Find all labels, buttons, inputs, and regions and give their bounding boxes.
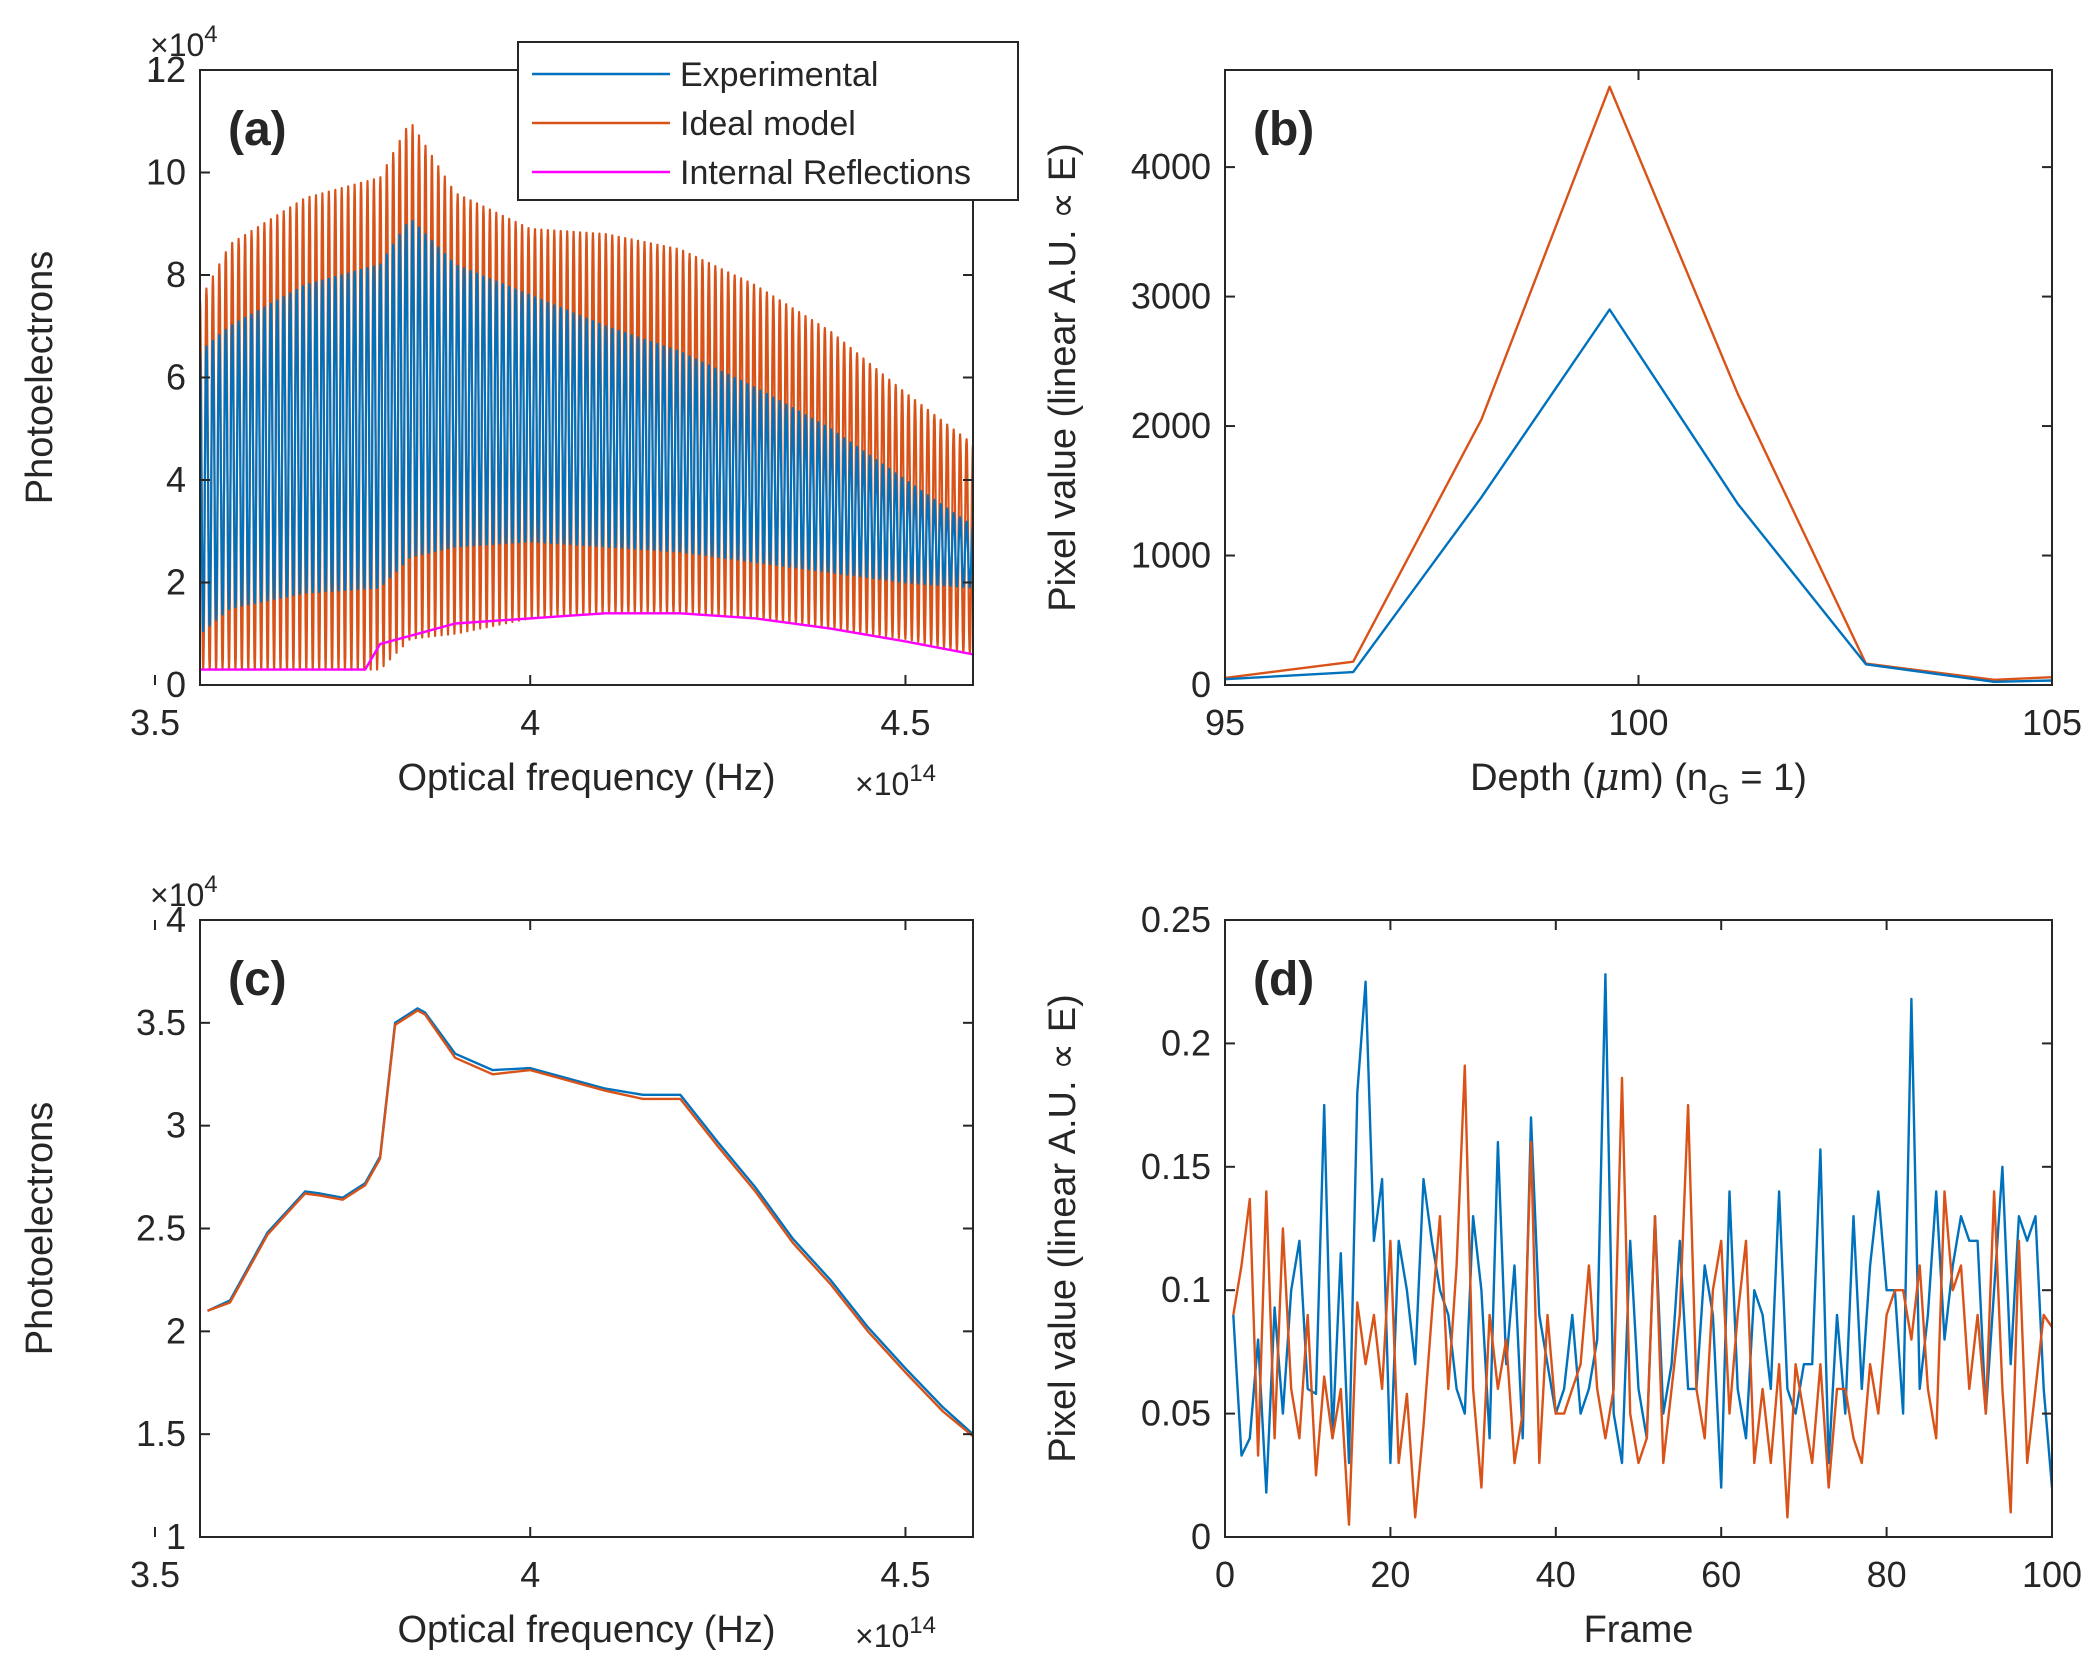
x-tick-label-a: 3.5	[130, 702, 180, 743]
panel-d: 0 20 40 60 80 100 0 0.05 0.1 0.15 0.2 0.25 Frame Pixe…	[1042, 899, 2082, 1651]
y-tick-label-a: 6	[166, 357, 186, 398]
y-tick-label-a: 0	[166, 664, 186, 705]
y-tick-label-a: 8	[166, 254, 186, 295]
y-tick-label-d: 0.25	[1141, 899, 1211, 940]
y-tick-label-c: 4	[166, 899, 186, 940]
y-axis-label-d: Pixel value (linear A.U. ∝ E)	[1042, 994, 1084, 1463]
y-tick-label-b: 1000	[1131, 535, 1211, 576]
series-a-experimental	[200, 220, 973, 633]
y-exponent-base: ×10	[150, 877, 204, 913]
x-tick-label-d: 60	[1701, 1554, 1741, 1595]
legend-a: Experimental Ideal model Internal Reflecti…	[517, 41, 1019, 201]
series-d-ideal-model	[1232, 1064, 2052, 1526]
y-tick-label-b: 4000	[1131, 146, 1211, 187]
y-axis-label-a: Photoelectrons	[19, 251, 61, 505]
x-exponent-c: ×1014	[855, 1612, 936, 1654]
y-tick-label-a: 4	[166, 459, 186, 500]
x-axis-label-b: Depth (μm) (nG = 1)	[1470, 755, 1807, 810]
y-tick-label-c: 3	[166, 1105, 186, 1146]
y-tick-label-c: 1	[166, 1516, 186, 1557]
series-b-experimental	[1225, 308, 2052, 683]
x-exponent-a: ×1014	[855, 760, 936, 802]
x-tick-label-d: 40	[1536, 1554, 1576, 1595]
y-tick-label-c: 3.5	[136, 1002, 186, 1043]
x-tick-label-a: 4	[520, 702, 540, 743]
x-tick-label-c: 4.5	[880, 1554, 930, 1595]
y-tick-label-a: 10	[146, 152, 186, 193]
x-exponent-power: 14	[909, 1612, 936, 1639]
legend-entry: Ideal model	[680, 105, 856, 143]
x-tick-label-d: 0	[1215, 1554, 1235, 1595]
y-tick-label-d: 0.05	[1141, 1393, 1211, 1434]
legend-entry: Experimental	[680, 56, 878, 94]
x-exponent-base: ×10	[855, 766, 909, 802]
x-tick-label-b: 105	[2022, 702, 2082, 743]
y-tick-label-c: 2.5	[136, 1208, 186, 1249]
y-exponent-power: 4	[204, 21, 217, 48]
legend-entry: Internal Reflections	[680, 154, 971, 192]
x-tick-label-c: 4	[520, 1554, 540, 1595]
x-label-part: m) (n	[1619, 757, 1708, 799]
y-tick-label-b: 0	[1191, 664, 1211, 705]
plot-area-a	[200, 123, 973, 671]
x-axis-label-d: Frame	[1584, 1609, 1694, 1651]
series-c-experimental	[207, 1007, 973, 1436]
series-a-internal-reflections	[200, 612, 973, 671]
panel-label-c: (c)	[228, 953, 287, 1006]
panel-label-d: (d)	[1253, 953, 1314, 1006]
y-tick-label-b: 3000	[1131, 276, 1211, 317]
x-tick-label-c: 3.5	[130, 1554, 180, 1595]
y-tick-label-d: 0.15	[1141, 1146, 1211, 1187]
x-tick-label-d: 100	[2022, 1554, 2082, 1595]
plot-area-c	[207, 1007, 973, 1438]
y-axis-label-c: Photoelectrons	[19, 1102, 61, 1356]
x-tick-label-b: 100	[1608, 702, 1668, 743]
y-axis-label-b: Pixel value (linear A.U. ∝ E)	[1042, 143, 1084, 612]
x-tick-label-b: 95	[1205, 702, 1245, 743]
x-label-part: Depth (	[1470, 757, 1595, 799]
y-tick-label-d: 0.2	[1161, 1022, 1211, 1063]
series-d-experimental	[1232, 973, 2052, 1494]
x-label-part: = 1)	[1730, 757, 1807, 799]
x-tick-label-a: 4.5	[880, 702, 930, 743]
x-axis-label-c: Optical frequency (Hz)	[397, 1609, 775, 1651]
panel-label-b: (b)	[1253, 103, 1314, 156]
axes-box-d	[1224, 919, 2053, 1538]
axes-box-c	[199, 919, 974, 1538]
x-label-part: μ	[1595, 755, 1620, 799]
axes-box-b	[1224, 69, 2053, 686]
y-tick-label-a: 12	[146, 49, 186, 90]
x-exponent-power: 14	[909, 760, 936, 787]
y-exponent-a: ×104	[150, 21, 218, 63]
plot-area-b	[1225, 85, 2052, 683]
y-exponent-c: ×104	[150, 871, 218, 913]
series-a-ideal-model	[200, 123, 973, 671]
x-label-part: G	[1708, 779, 1730, 810]
x-tick-label-d: 80	[1867, 1554, 1907, 1595]
y-tick-label-b: 2000	[1131, 405, 1211, 446]
y-tick-label-d: 0.1	[1161, 1269, 1211, 1310]
y-exponent-power: 4	[204, 871, 217, 898]
y-tick-label-a: 2	[166, 562, 186, 603]
plot-area-d	[1232, 973, 2052, 1526]
y-tick-label-c: 2	[166, 1310, 186, 1351]
y-tick-label-d: 0	[1191, 1516, 1211, 1557]
series-b-ideal-model	[1225, 85, 2052, 681]
x-exponent-base: ×10	[855, 1618, 909, 1654]
y-exponent-base: ×10	[150, 27, 204, 63]
panel-label-a: (a)	[228, 103, 287, 156]
x-tick-label-d: 20	[1370, 1554, 1410, 1595]
series-c-ideal-model	[207, 1009, 973, 1438]
x-axis-label-a: Optical frequency (Hz)	[397, 757, 775, 799]
y-tick-label-c: 1.5	[136, 1413, 186, 1454]
panel-b: 95 100 105 0 1000 2000 3000 4000 Depth (μm) (nG …	[1042, 69, 2082, 810]
